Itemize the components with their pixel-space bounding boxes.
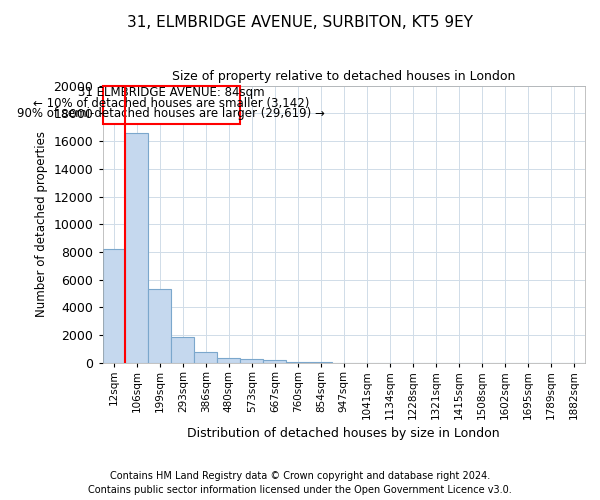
Bar [125,132,148,363]
Text: 90% of semi-detached houses are larger (29,619) →: 90% of semi-detached houses are larger (… [17,107,325,120]
Title: Size of property relative to detached houses in London: Size of property relative to detached ho… [172,70,515,83]
Text: 31, ELMBRIDGE AVENUE, SURBITON, KT5 9EY: 31, ELMBRIDGE AVENUE, SURBITON, KT5 9EY [127,15,473,30]
Bar [309,362,332,363]
X-axis label: Distribution of detached houses by size in London: Distribution of detached houses by size … [187,427,500,440]
Bar [148,290,172,363]
Bar [103,249,125,363]
Bar [217,358,241,363]
Bar [241,359,263,363]
Text: 31 ELMBRIDGE AVENUE: 84sqm: 31 ELMBRIDGE AVENUE: 84sqm [78,86,265,99]
Bar [103,86,241,124]
Y-axis label: Number of detached properties: Number of detached properties [35,132,48,318]
Text: Contains HM Land Registry data © Crown copyright and database right 2024.
Contai: Contains HM Land Registry data © Crown c… [88,471,512,495]
Text: ← 10% of detached houses are smaller (3,142): ← 10% of detached houses are smaller (3,… [33,96,310,110]
Bar [263,360,286,363]
Bar [172,338,194,363]
Bar [194,352,217,363]
Bar [286,362,309,363]
